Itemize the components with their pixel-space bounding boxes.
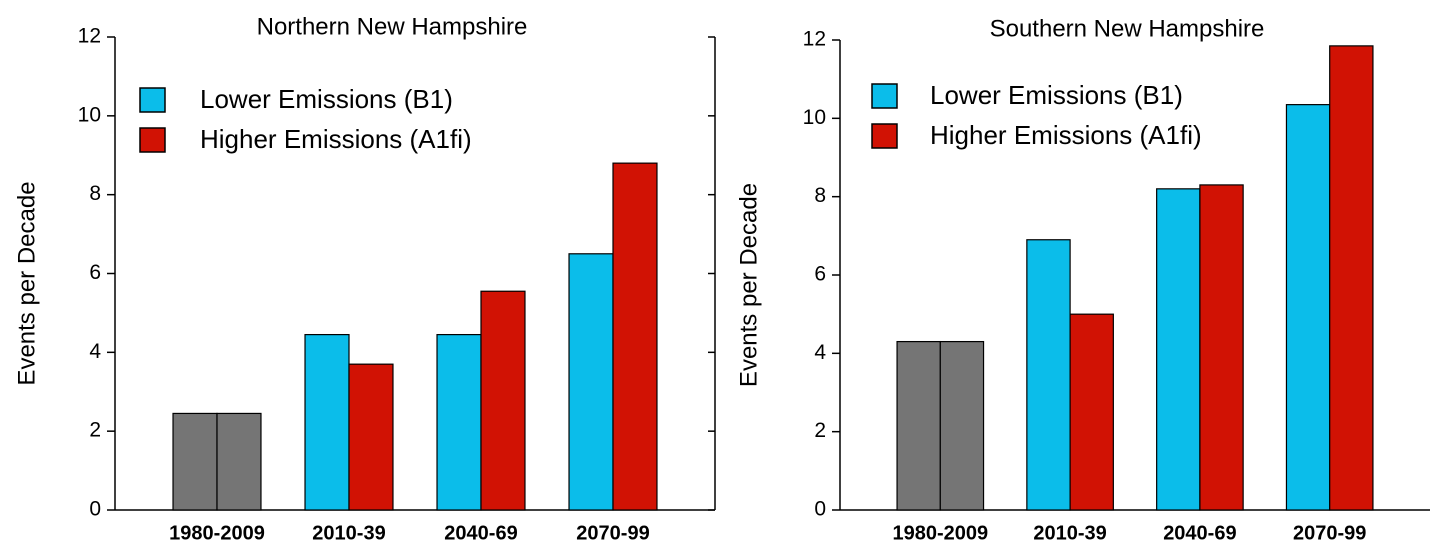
y-tick-label: 4 (89, 340, 101, 363)
bar (939, 340, 985, 511)
y-tick-label: 12 (78, 25, 101, 48)
y-tick-label: 8 (89, 182, 101, 205)
legend-label: Lower Emissions (B1) (930, 80, 1183, 110)
chart: Northern New Hampshire Events per Decade 0… (13, 13, 716, 544)
x-tick-label: 2070-99 (1293, 522, 1366, 544)
y-tick-label: 2 (89, 419, 101, 442)
y-tick-label: 0 (89, 498, 101, 521)
x-tick-label: 2010-39 (312, 522, 385, 544)
bar (216, 412, 262, 511)
y-tick-label: 4 (814, 341, 826, 364)
bar (612, 162, 658, 511)
legend-label: Higher Emissions (A1fi) (930, 120, 1202, 150)
bar (436, 333, 482, 511)
legend-swatch (139, 127, 166, 153)
bar (1329, 45, 1374, 511)
legend-swatch (871, 123, 898, 149)
y-tick-label: 0 (814, 498, 826, 521)
bar (1026, 239, 1071, 511)
legend-label: Lower Emissions (B1) (200, 84, 453, 114)
chart-title: Southern New Hampshire (990, 15, 1265, 42)
x-tick-label: 2070-99 (576, 522, 649, 544)
y-tick-label: 8 (814, 184, 826, 207)
y-axis-label: Events per Decade (13, 181, 40, 385)
chart: Southern New Hampshire Events per Decade 0… (735, 15, 1430, 544)
y-tick-label: 2 (814, 419, 826, 442)
x-tick-label: 1980-2009 (169, 522, 265, 544)
legend-label: Higher Emissions (A1fi) (200, 124, 472, 154)
bar (480, 290, 526, 511)
y-tick-label: 10 (78, 103, 101, 126)
y-tick-label: 10 (803, 106, 826, 129)
x-tick-label: 1980-2009 (892, 522, 988, 544)
bar (568, 253, 614, 511)
bar (172, 412, 218, 511)
chart-title: Northern New Hampshire (257, 13, 528, 40)
bar (1199, 184, 1244, 511)
bar (896, 340, 941, 511)
y-tick-label: 6 (814, 263, 826, 286)
y-axis-label: Events per Decade (735, 183, 762, 387)
bar (348, 363, 394, 511)
x-tick-label: 2040-69 (1163, 522, 1236, 544)
bar (1156, 188, 1201, 511)
bar (304, 333, 350, 511)
x-tick-label: 2040-69 (444, 522, 517, 544)
y-tick-label: 12 (803, 28, 826, 51)
bar (1069, 313, 1114, 511)
y-tick-label: 6 (89, 261, 101, 284)
legend-swatch (871, 83, 898, 109)
x-tick-label: 2010-39 (1033, 522, 1106, 544)
bar (1285, 104, 1331, 511)
legend-swatch (139, 87, 166, 113)
